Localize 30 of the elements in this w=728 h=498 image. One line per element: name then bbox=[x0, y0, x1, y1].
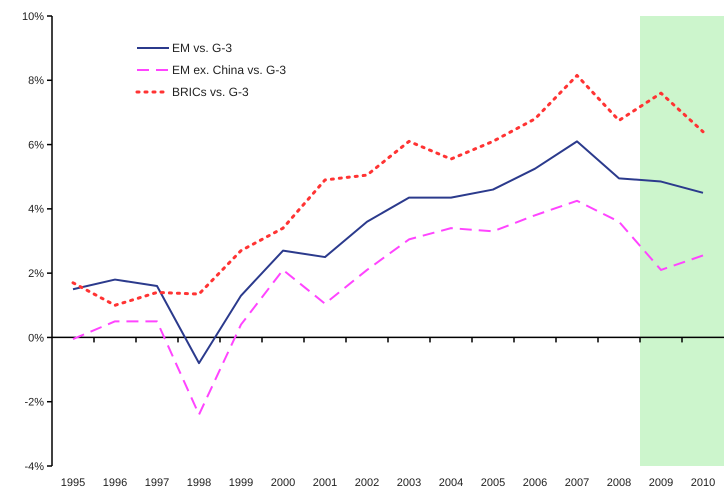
legend-label: EM vs. G-3 bbox=[172, 41, 232, 56]
y-tick-label: 10% bbox=[22, 10, 44, 23]
line-series bbox=[72, 200, 704, 416]
legend-label: EM ex. China vs. G-3 bbox=[172, 63, 286, 78]
x-tick-label: 1995 bbox=[60, 477, 86, 489]
x-tick-label: 1998 bbox=[186, 477, 212, 489]
x-tick-label: 1996 bbox=[102, 477, 128, 489]
y-tick-label: 6% bbox=[28, 139, 44, 152]
y-tick-label: 4% bbox=[28, 204, 44, 216]
x-tick-label: 2002 bbox=[354, 477, 380, 489]
x-tick-label: 1999 bbox=[228, 477, 254, 489]
x-tick-label: 2003 bbox=[396, 477, 422, 489]
y-tick-label: 0% bbox=[28, 332, 44, 344]
x-tick-label: 2008 bbox=[606, 477, 632, 489]
x-tick-label: 1997 bbox=[144, 477, 170, 489]
x-tick-label: 2000 bbox=[270, 477, 296, 489]
x-tick-label: 2004 bbox=[438, 477, 464, 489]
line-series bbox=[72, 74, 704, 307]
y-tick-label: 8% bbox=[28, 75, 44, 88]
x-tick-label: 2001 bbox=[312, 477, 338, 489]
x-tick-label: 2005 bbox=[480, 477, 506, 489]
y-tick-label: 2% bbox=[28, 268, 44, 280]
y-tick-label: -4% bbox=[24, 460, 44, 473]
y-tick-label: -2% bbox=[24, 396, 44, 409]
x-tick-label: 2007 bbox=[564, 477, 590, 489]
x-tick-label: 2009 bbox=[648, 477, 674, 489]
line-series bbox=[72, 140, 704, 364]
x-tick-label: 2006 bbox=[522, 477, 548, 489]
x-tick-label: 2010 bbox=[690, 477, 716, 489]
legend-label: BRICs vs. G-3 bbox=[172, 85, 249, 100]
